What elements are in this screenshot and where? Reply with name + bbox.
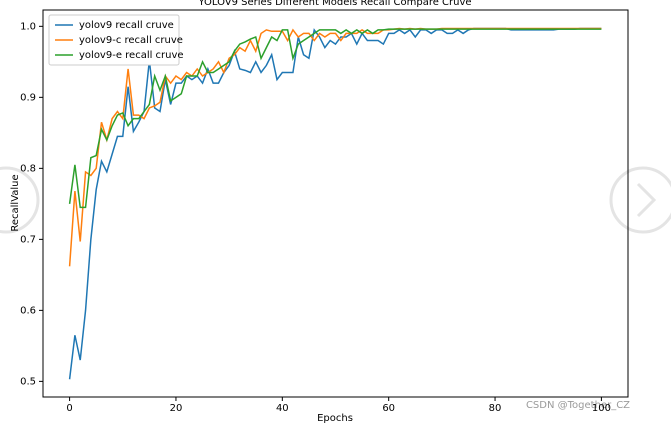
x-tick-label: 60 [382,403,395,414]
y-axis-label: RecallValue [10,174,21,231]
y-tick-label: 0.6 [20,305,36,316]
watermark: CSDN @Together_CZ [526,400,630,411]
y-tick-label: 0.7 [20,234,36,245]
y-tick-label: 1.0 [20,21,36,32]
y-tick-label: 0.8 [20,163,36,174]
x-tick-label: 20 [170,403,183,414]
x-tick-label: 0 [66,403,72,414]
x-axis-label: Epochs [317,413,353,423]
plot-frame [42,9,629,398]
legend-label: yolov9-e recall cruve [79,50,184,61]
next-button[interactable] [609,166,671,234]
chart-title: YOLOV9 Series Different Models Recall Co… [197,0,471,8]
x-tick-label: 80 [489,403,502,414]
legend-box [48,14,180,66]
x-tick-label: 100 [592,403,611,414]
series-line [68,28,602,209]
next-arrow [636,182,657,218]
y-tick-label: 0.9 [20,92,36,103]
x-tick-label: 40 [276,403,289,414]
y-tick-label: 0.5 [20,376,36,387]
legend-label: yolov9 recall cruve [79,20,174,31]
prev-button[interactable] [0,166,40,234]
legend-label: yolov9-c recall cruve [79,35,183,46]
